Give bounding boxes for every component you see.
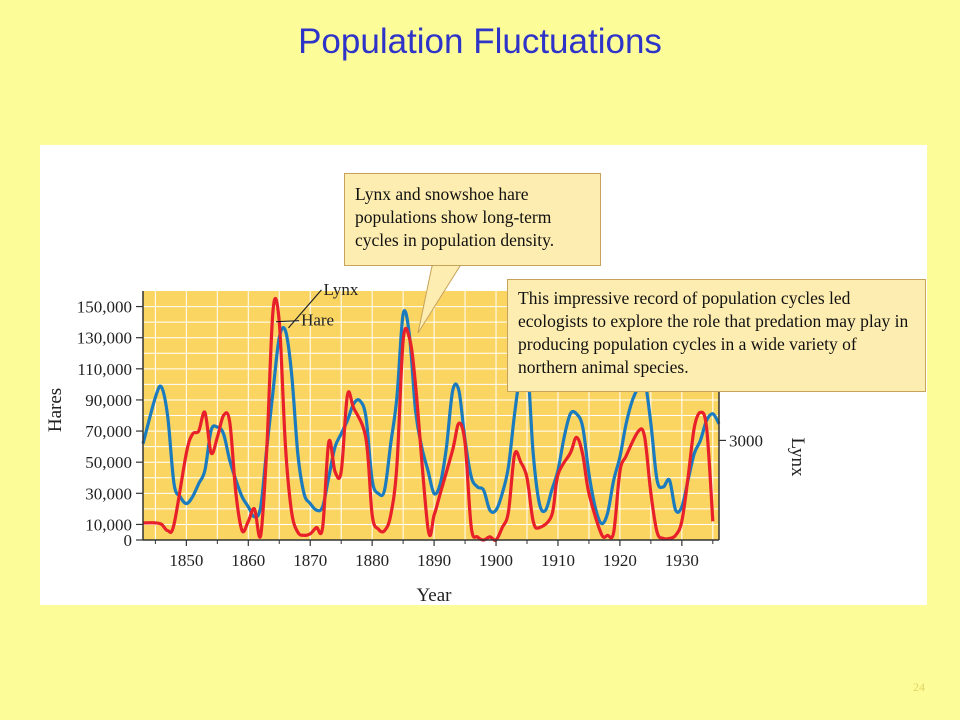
callout-box-lynx-hare: Lynx and snowshoe hare populations show … [344,173,601,266]
y-axis-label: Hares [45,388,66,432]
population-chart-figure: 1850 1860 1870 1880 1890 1900 1910 1920 1930 0 10,… [40,145,927,605]
page-number: 24 [913,680,925,694]
y2-tick-label: 3000 [729,431,763,450]
y-tick-label: 10,000 [85,515,132,534]
y-tick-label: 50,000 [85,453,132,472]
y-tick-label: 90,000 [85,391,132,410]
series-lines [141,296,721,542]
y2-axis-label: Lynx [787,437,808,477]
x-tick-label: 1900 [479,551,513,570]
hare-annotation-label: Hare [301,311,334,330]
y-tick-label: 110,000 [77,360,132,379]
lynx-series-line [141,309,721,526]
x-tick-label: 1890 [417,551,451,570]
x-tick-label: 1870 [293,551,327,570]
y-tick-label: 150,000 [77,298,132,317]
x-axis-label: Year [416,585,452,605]
x-tick-label: 1910 [541,551,575,570]
slide-title: Population Fluctuations [298,22,662,61]
x-tick-label: 1860 [231,551,265,570]
x-tick-label: 1920 [603,551,637,570]
hare-series-line [142,296,715,542]
lynx-annotation-label: Lynx [323,280,358,299]
annotations: Hare Lynx [276,265,461,334]
callout-box-predation: This impressive record of population cyc… [507,279,926,392]
y-tick-label: 70,000 [85,422,132,441]
x-tick-label: 1880 [355,551,389,570]
lynx-annotation-leader [287,289,322,329]
y-tick-label: 130,000 [77,329,132,348]
x-tick-label: 1850 [169,551,203,570]
y-tick-label: 30,000 [85,484,132,503]
x-tick-label: 1930 [665,551,699,570]
y-tick-label: 0 [124,531,133,550]
